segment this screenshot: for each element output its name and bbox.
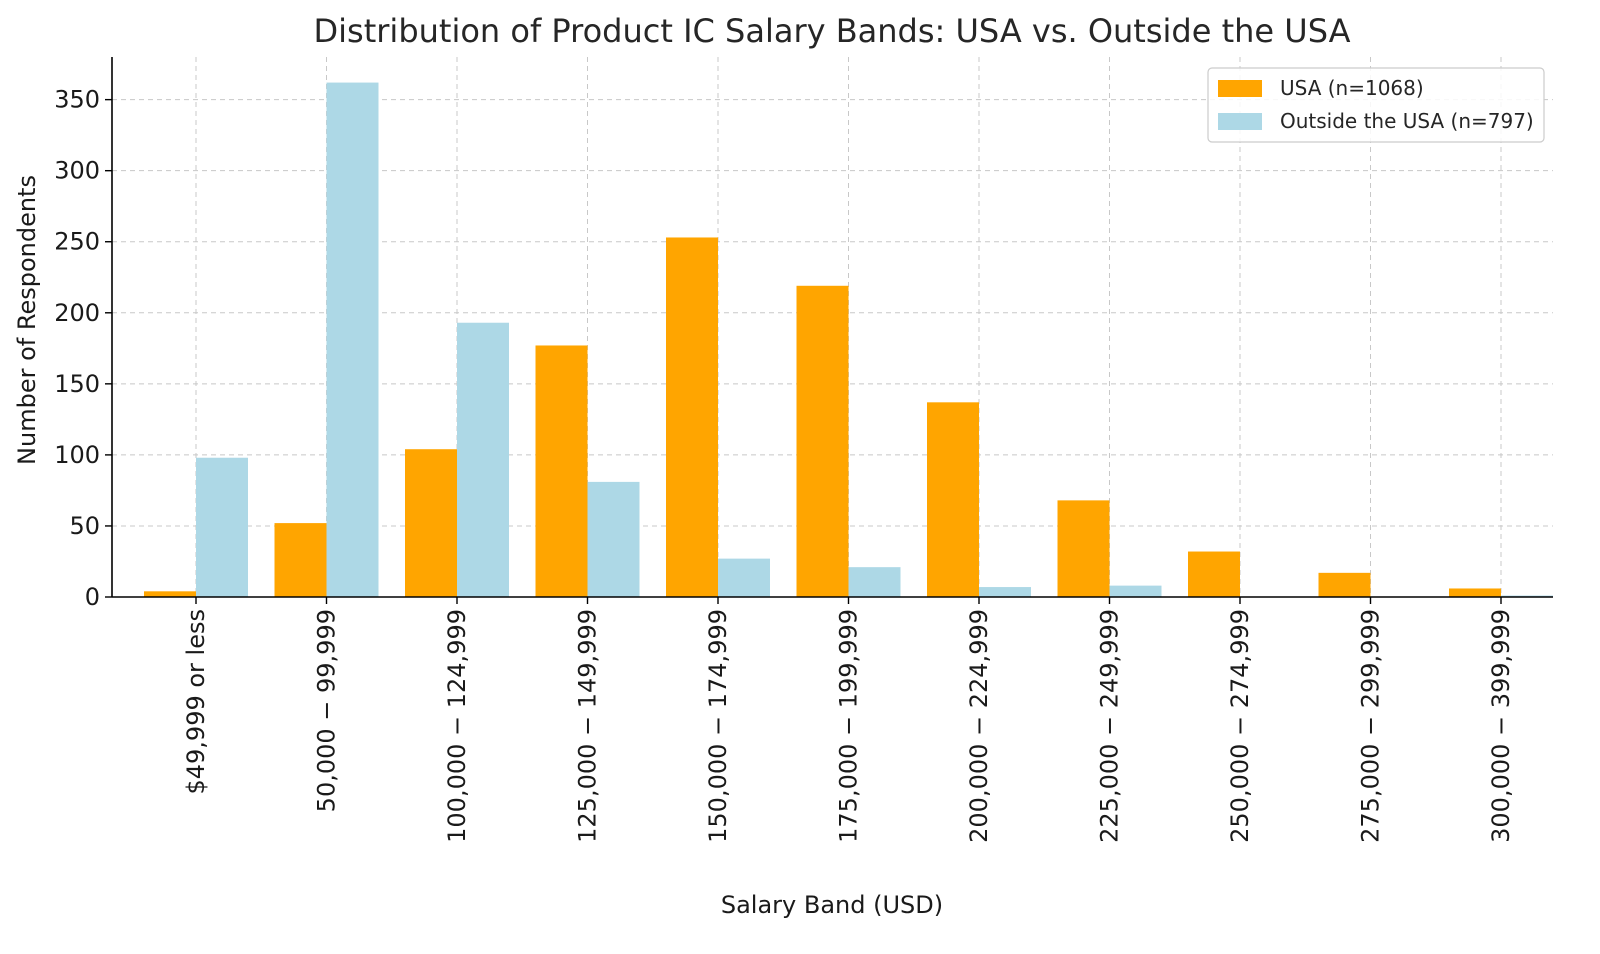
x-tick-label: 275,000 − 299,999	[1357, 609, 1385, 843]
usa-bar	[927, 402, 979, 597]
usa-bar	[796, 285, 849, 597]
legend-swatch	[1218, 113, 1262, 130]
usa-bar	[535, 345, 588, 597]
legend-entry-label: Outside the USA (n=797)	[1280, 109, 1534, 133]
legend: USA (n=1068) Outside the USA (n=797)	[1207, 67, 1545, 143]
x-tick-label: 100,000 − 124,999	[443, 609, 471, 843]
x-tick-label: 175,000 − 199,999	[835, 609, 863, 843]
x-tick-label: 225,000 − 249,999	[1096, 609, 1124, 843]
y-tick-label: 250	[54, 228, 100, 256]
legend-swatch	[1218, 80, 1262, 97]
y-tick-label: 200	[54, 299, 100, 327]
x-tick-label: 125,000 − 149,999	[574, 609, 602, 843]
outside-usa-bar	[718, 558, 770, 597]
y-axis-label: Number of Respondents	[13, 175, 41, 465]
chart-title: Distribution of Product IC Salary Bands:…	[314, 12, 1351, 50]
outside-usa-bar	[848, 567, 901, 597]
x-tick-label: 150,000 − 174,999	[704, 609, 732, 843]
y-axis-ticks: 0 50 100 150 200 250 300 350	[54, 86, 112, 611]
usa-bar	[666, 237, 718, 597]
y-tick-label: 50	[69, 512, 100, 540]
usa-bar	[1057, 500, 1110, 597]
usa-bar	[274, 523, 327, 597]
usa-bar	[405, 449, 457, 597]
y-tick-label: 0	[85, 583, 100, 611]
x-axis-ticks: $49,999 or less 50,000 − 99,999 100,000 − …	[182, 597, 1515, 843]
y-tick-label: 100	[54, 441, 100, 469]
x-tick-label: $49,999 or less	[182, 609, 210, 795]
outside-usa-bar	[196, 457, 248, 597]
y-tick-label: 150	[54, 370, 100, 398]
outside-usa-bar	[326, 82, 379, 597]
y-tick-label: 300	[54, 157, 100, 185]
x-tick-label: 250,000 − 274,999	[1226, 609, 1254, 843]
x-tick-label: 300,000 − 399,999	[1487, 609, 1515, 843]
outside-usa-bar	[457, 322, 509, 597]
outside-usa-bar	[979, 587, 1031, 597]
x-axis-label: Salary Band (USD)	[721, 891, 943, 919]
bars	[144, 82, 1553, 597]
outside-usa-bar	[1109, 585, 1162, 597]
legend-entry-label: USA (n=1068)	[1280, 76, 1424, 100]
usa-bar	[1318, 572, 1371, 597]
outside-usa-bar	[587, 481, 640, 597]
usa-bar	[1188, 551, 1240, 597]
x-tick-label: 50,000 − 99,999	[313, 609, 341, 812]
usa-bar	[1449, 588, 1501, 597]
legend-box	[1207, 67, 1545, 143]
y-tick-label: 350	[54, 86, 100, 114]
usa-bar	[144, 591, 196, 597]
axes	[111, 57, 1553, 598]
x-tick-label: 200,000 − 224,999	[965, 609, 993, 843]
